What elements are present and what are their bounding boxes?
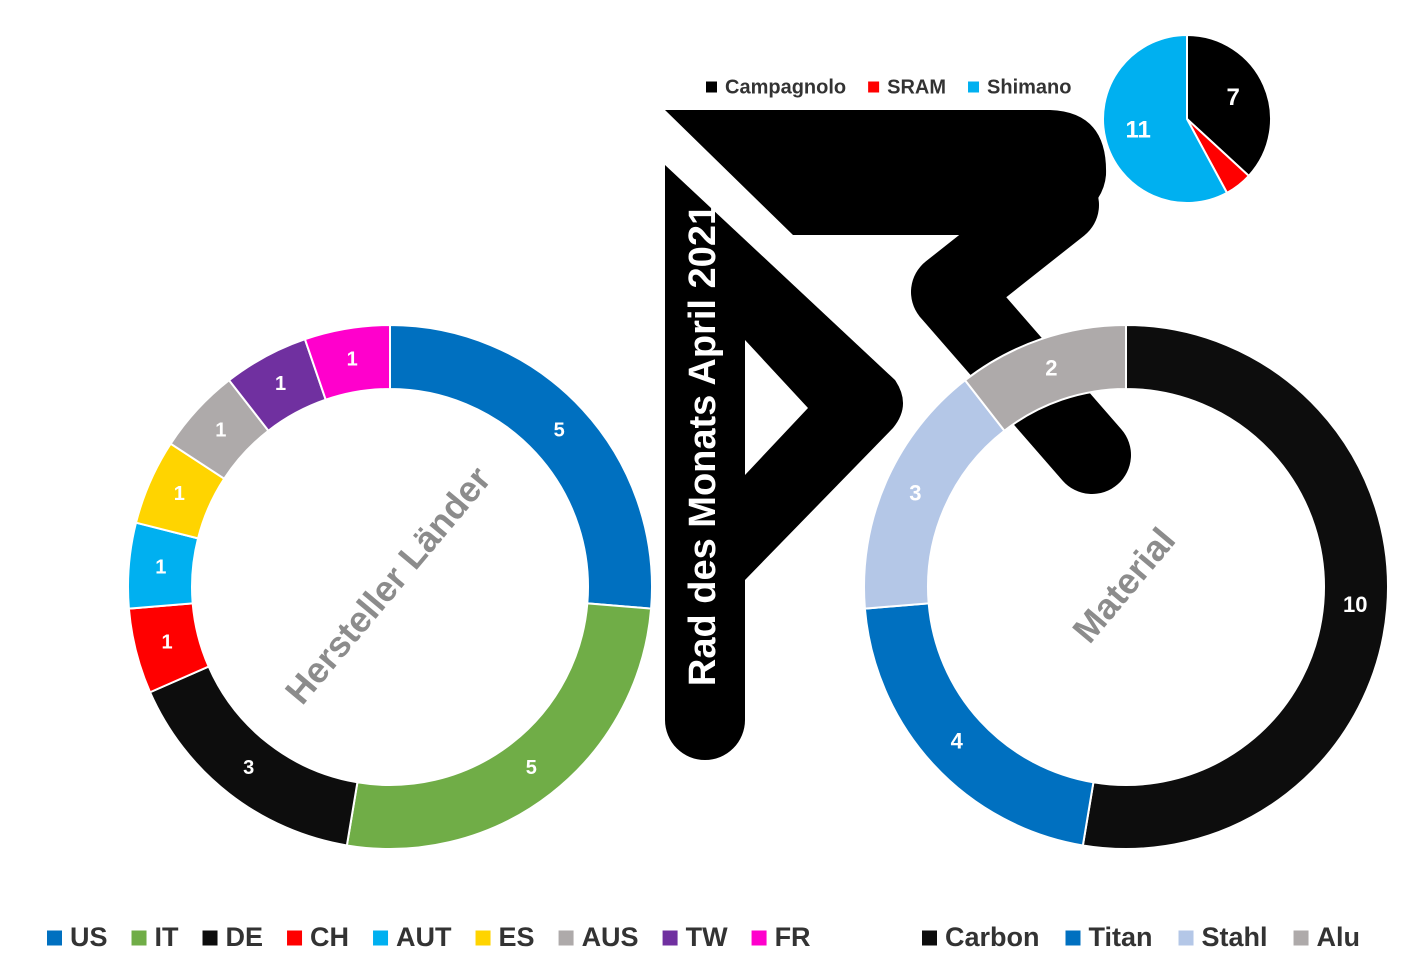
data-label: 7: [1226, 84, 1239, 111]
data-label: 1: [215, 420, 226, 442]
legend-swatch: [287, 930, 303, 946]
legend-label: Titan: [1089, 922, 1153, 952]
legend-label: DE: [226, 922, 264, 952]
legend-swatch: [922, 930, 937, 946]
logo-top: [665, 110, 1107, 235]
legend-swatch: [968, 81, 980, 93]
legend-swatch: [475, 930, 491, 946]
segment: [1081, 323, 1389, 850]
data-label: 1: [275, 373, 286, 395]
data-label: 1: [347, 348, 358, 370]
legend-label: Shimano: [987, 76, 1071, 98]
segment: [1186, 33, 1272, 178]
data-label: 1: [155, 556, 166, 578]
legend-label: SRAM: [887, 76, 946, 98]
legend-swatch: [706, 81, 717, 93]
legend-swatch: [662, 930, 678, 946]
legend-swatch: [751, 930, 767, 946]
legend-label: Campagnolo: [725, 76, 846, 98]
center-label: Hersteller Länder: [277, 458, 499, 711]
legend-label: CH: [310, 922, 349, 952]
legend-label: AUT: [396, 922, 452, 952]
legend-label: TW: [686, 922, 728, 952]
data-label: 1: [161, 632, 172, 654]
data-label: 11: [1125, 117, 1150, 144]
legend-swatch: [1178, 930, 1194, 946]
segment: [389, 323, 653, 610]
legend-swatch: [47, 930, 62, 946]
segment: [963, 323, 1127, 433]
data-label: 2: [1045, 355, 1057, 380]
legend-label: AUS: [582, 922, 639, 952]
legend-swatch: [1065, 930, 1081, 946]
legend-swatch: [1293, 930, 1309, 946]
legend-swatch: [202, 930, 218, 946]
data-label: 1: [174, 483, 185, 505]
legend-label: FR: [775, 922, 811, 952]
center-label: Material: [1064, 520, 1183, 651]
data-label: 3: [243, 757, 254, 779]
data-label: 10: [1343, 592, 1367, 617]
data-label: 5: [526, 757, 537, 779]
segment: [345, 602, 653, 850]
segment: [863, 602, 1095, 847]
legend-label: Stahl: [1202, 922, 1268, 952]
data-label: 5: [554, 420, 565, 442]
data-label: 3: [909, 480, 921, 505]
legend-swatch: [558, 930, 574, 946]
legend-label: Carbon: [945, 922, 1040, 952]
legend-swatch: [868, 81, 880, 93]
logo-frame: [665, 165, 904, 760]
title: Rad des Monats April 2021: [682, 204, 724, 686]
legend-label: ES: [499, 922, 535, 952]
segment: [1102, 33, 1229, 204]
data-label: 4: [951, 729, 964, 754]
legend-swatch: [131, 930, 147, 946]
segment: [303, 323, 391, 401]
legend-label: US: [70, 922, 108, 952]
legend-swatch: [373, 930, 389, 946]
legend-label: Alu: [1317, 922, 1361, 952]
legend-label: IT: [155, 922, 180, 952]
